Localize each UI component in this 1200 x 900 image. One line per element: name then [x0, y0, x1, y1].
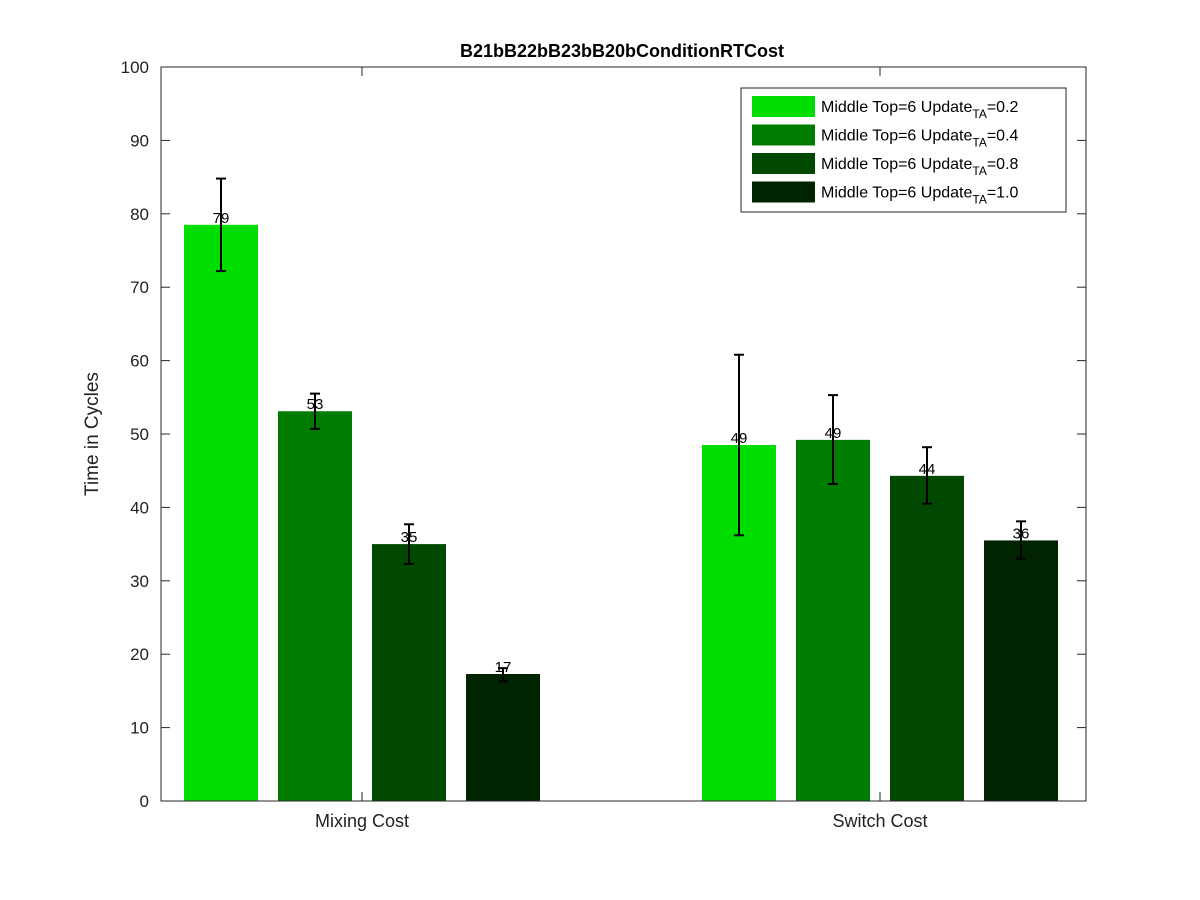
y-tick-label: 90 — [130, 131, 149, 150]
legend-swatch — [752, 153, 815, 174]
y-tick-label: 60 — [130, 352, 149, 371]
data-label: 36 — [1013, 525, 1030, 542]
bar — [890, 475, 964, 801]
y-tick-label: 10 — [130, 719, 149, 738]
legend-swatch — [752, 96, 815, 117]
axes-box — [160, 66, 1087, 802]
legend-entry: Middle Top=6 UpdateTA=1.0 — [821, 185, 1019, 207]
x-tick-label: Mixing Cost — [315, 811, 409, 831]
data-label: 17 — [495, 659, 512, 676]
legend-swatch — [752, 124, 815, 146]
data-label: 53 — [307, 396, 324, 413]
y-tick-label: 30 — [130, 572, 149, 591]
y-tick-label: 40 — [130, 498, 149, 517]
data-label: 35 — [401, 529, 418, 546]
y-tick-label: 50 — [130, 425, 149, 444]
data-label: 79 — [213, 210, 230, 227]
data-label: 49 — [825, 425, 842, 442]
bar — [796, 439, 870, 801]
legend-swatch — [752, 181, 815, 203]
y-tick-label: 100 — [121, 58, 149, 77]
legend: Middle Top=6 UpdateTA=0.2 Middle Top=6 Up… — [740, 87, 1067, 213]
bar — [372, 544, 446, 801]
y-axis-label: Time in Cycles — [82, 372, 103, 496]
x-tick-label: Switch Cost — [832, 811, 927, 831]
legend-entry: Middle Top=6 UpdateTA=0.8 — [821, 156, 1019, 178]
data-label: 49 — [731, 430, 748, 447]
legend-entry: Middle Top=6 UpdateTA=0.4 — [821, 128, 1019, 150]
y-tick-label: 80 — [130, 205, 149, 224]
legend-entry: Middle Top=6 UpdateTA=0.2 — [821, 99, 1019, 121]
bar — [984, 540, 1058, 801]
bar — [184, 224, 258, 801]
bar — [278, 411, 352, 801]
bar — [466, 674, 540, 801]
data-label: 44 — [919, 461, 936, 478]
y-tick-label: 70 — [130, 278, 149, 297]
chart-title: B21bB22bB23bB20bConditionRTCost — [460, 41, 784, 61]
y-tick-label: 0 — [140, 792, 149, 811]
y-tick-label: 20 — [130, 645, 149, 664]
